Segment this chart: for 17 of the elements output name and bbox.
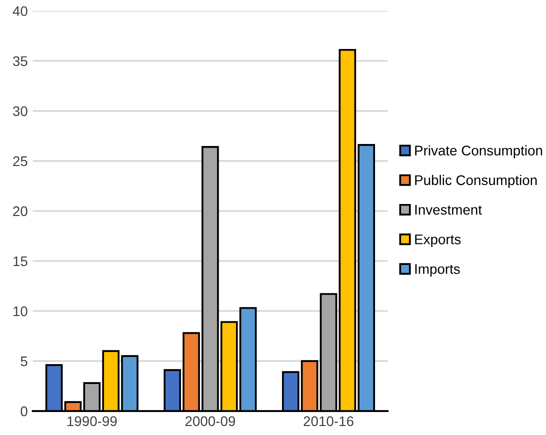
y-tick-label: 5 xyxy=(20,356,28,366)
legend-label: Imports xyxy=(415,264,460,277)
x-tick-label: 2010-16 xyxy=(304,416,354,426)
y-tick-label: 35 xyxy=(12,56,28,66)
y-tick-label: 10 xyxy=(14,306,28,316)
y-tick-label: 0 xyxy=(20,406,28,416)
y-tick-label: 15 xyxy=(14,256,28,266)
y-tick-label: 40 xyxy=(12,6,28,16)
x-tick-label: 1990-99 xyxy=(67,416,117,426)
y-tick-label: 25 xyxy=(13,156,28,166)
legend-label: Private Consumption xyxy=(415,145,542,158)
x-tick-label: 2000-09 xyxy=(185,416,236,426)
legend-label: Public Consumption xyxy=(415,174,537,188)
legend-label: Investment xyxy=(415,205,482,215)
y-tick-label: 30 xyxy=(12,106,28,116)
legend-label: Exports xyxy=(415,234,461,248)
y-tick-label: 20 xyxy=(13,206,28,216)
